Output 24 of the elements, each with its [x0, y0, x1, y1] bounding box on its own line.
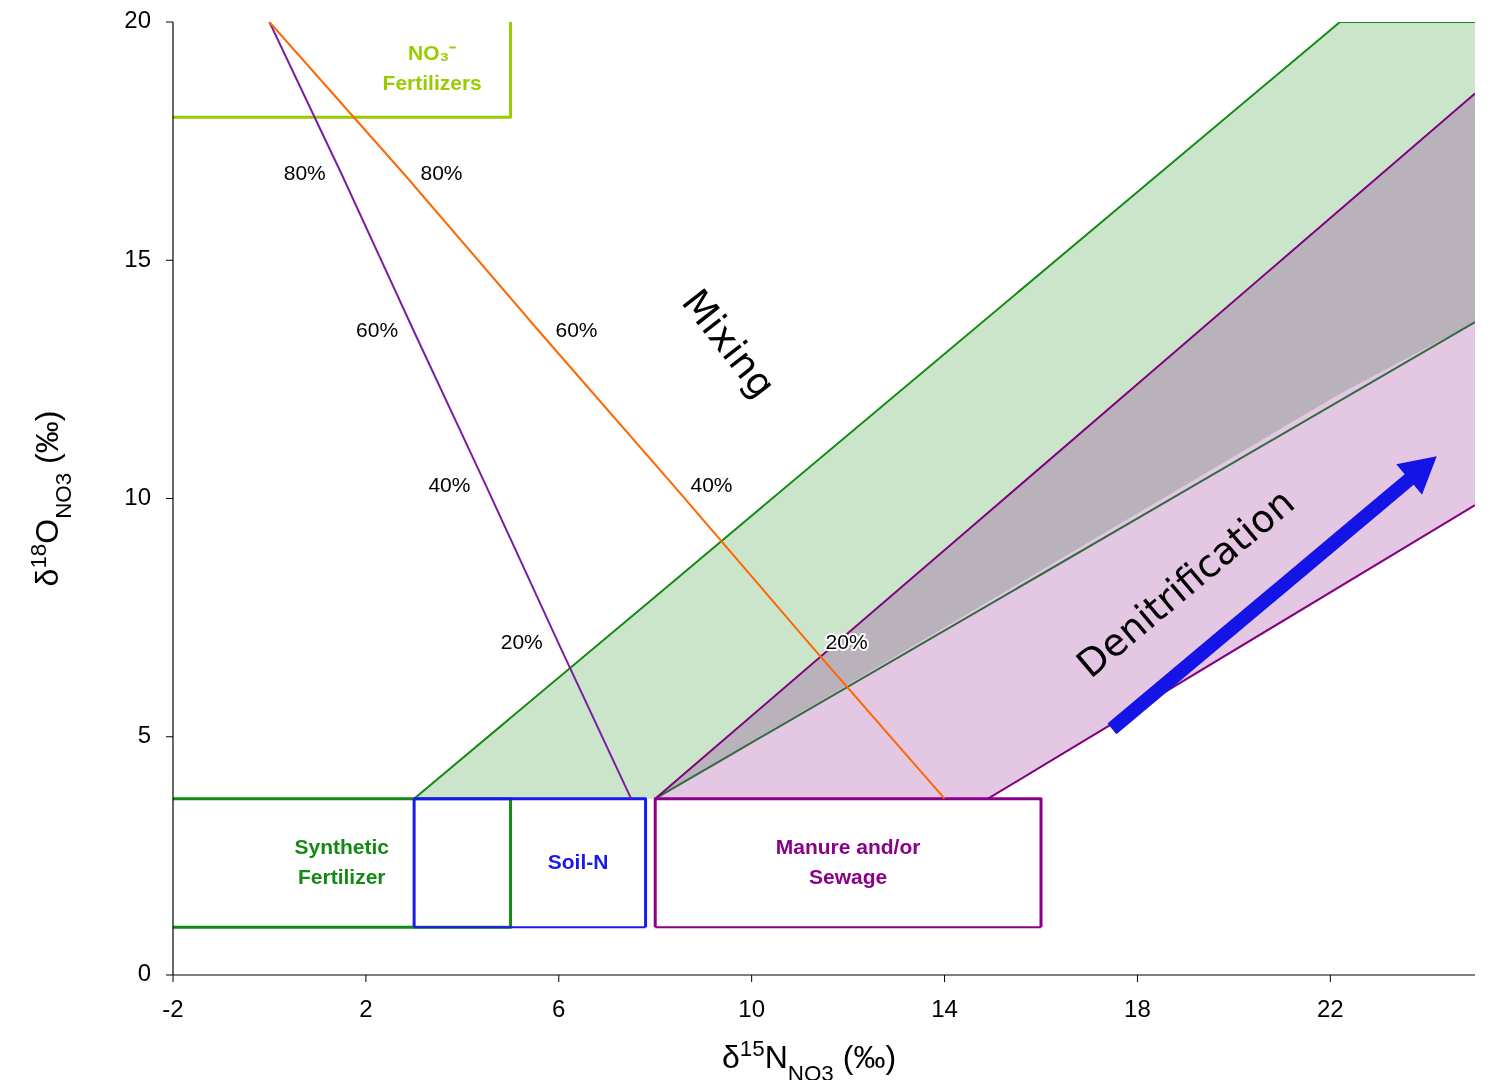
- annotation: 20%: [500, 630, 543, 654]
- y-tick-label: 15: [124, 244, 151, 272]
- annotation: 80%: [420, 161, 463, 185]
- x-tick-label: 2: [359, 995, 373, 1022]
- series-label: Synthetic Fertilizer: [294, 834, 390, 888]
- series-label: Manure and/or Sewage: [775, 834, 921, 888]
- y-tick-label: 5: [137, 721, 151, 749]
- annotation: 80%: [283, 161, 326, 185]
- annotation: 60%: [356, 318, 399, 342]
- x-tick-label: 10: [738, 995, 766, 1022]
- annotation: 40%: [690, 473, 733, 497]
- y-tick-label: 20: [124, 6, 151, 34]
- x-tick-label: 22: [1316, 995, 1344, 1022]
- y-tick-label: 10: [124, 482, 151, 510]
- x-tick-label: -2: [162, 995, 184, 1022]
- series-label: Soil-N: [547, 849, 609, 873]
- y-tick-label: 0: [137, 959, 151, 987]
- x-tick-label: 18: [1124, 995, 1151, 1022]
- annotation: 40%: [428, 473, 471, 497]
- annotation: 60%: [555, 318, 598, 342]
- series-label: NO₃⁻ Fertilizers: [382, 41, 482, 95]
- x-axis-title: δ$^{15}$N$_{NO3}$ (‰): [721, 1035, 897, 1080]
- x-tick-label: 14: [931, 995, 958, 1022]
- x-tick-label: 6: [552, 995, 566, 1022]
